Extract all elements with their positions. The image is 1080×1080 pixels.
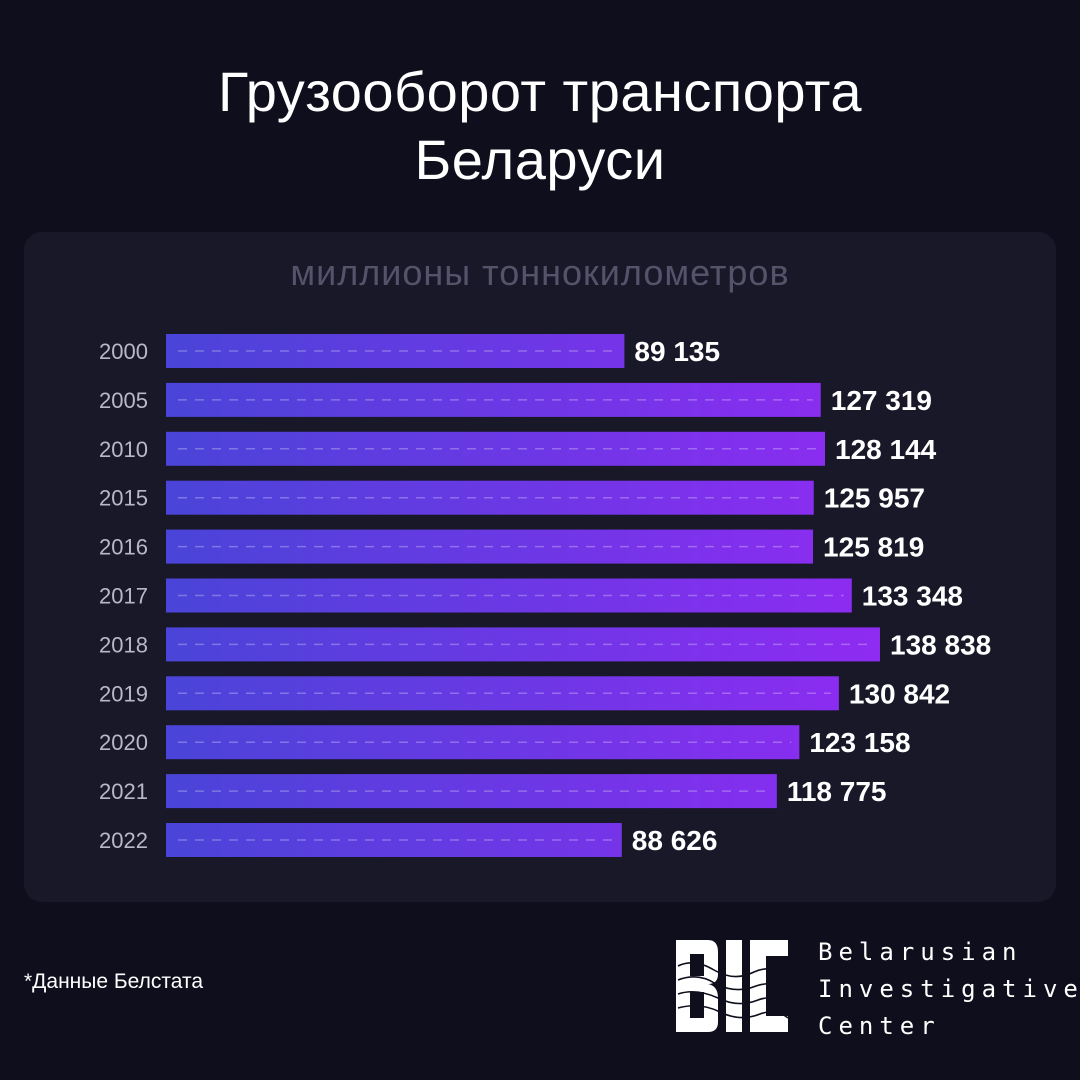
year-label-2019: 2019 xyxy=(99,681,148,706)
title-line-2: Беларуси xyxy=(414,128,666,191)
source-footnote: *Данные Белстата xyxy=(24,970,204,993)
value-label-2016: 125 819 xyxy=(823,532,924,563)
bar-2016 xyxy=(166,529,814,564)
value-label-2019: 130 842 xyxy=(849,678,950,709)
value-label-2000: 89 135 xyxy=(634,336,720,367)
unit-label: миллионы тоннокилометров xyxy=(290,252,790,293)
value-label-2015: 125 957 xyxy=(824,483,925,514)
year-label-2018: 2018 xyxy=(99,632,148,657)
page-title: Грузооборот транспорта Беларуси xyxy=(0,58,1080,194)
bar-2015 xyxy=(166,480,814,515)
year-label-2022: 2022 xyxy=(99,828,148,853)
value-label-2005: 127 319 xyxy=(831,385,932,416)
year-label-2005: 2005 xyxy=(99,388,148,413)
org-line-1: Belarusian xyxy=(818,938,1023,966)
bar-2021 xyxy=(166,774,777,809)
year-label-2015: 2015 xyxy=(99,486,148,511)
org-line-2: Investigative xyxy=(818,975,1080,1003)
bar-2020 xyxy=(166,725,800,760)
bar-2005 xyxy=(166,382,821,417)
bar-2000 xyxy=(166,334,625,368)
bic-logo-icon xyxy=(676,940,789,1032)
value-label-2018: 138 838 xyxy=(890,629,991,660)
value-label-2010: 128 144 xyxy=(835,434,937,465)
bar-2010 xyxy=(166,431,826,466)
year-label-2000: 2000 xyxy=(99,339,148,364)
value-label-2022: 88 626 xyxy=(632,825,718,856)
value-label-2021: 118 775 xyxy=(787,776,887,807)
bar-2019 xyxy=(166,676,839,711)
bar-2018 xyxy=(166,627,880,662)
year-label-2017: 2017 xyxy=(99,584,148,609)
year-label-2010: 2010 xyxy=(99,437,148,462)
bar-2017 xyxy=(166,578,852,613)
bar-2022 xyxy=(166,823,622,857)
org-line-3: Center xyxy=(818,1012,941,1040)
year-label-2021: 2021 xyxy=(99,779,148,804)
value-label-2020: 123 158 xyxy=(809,727,910,758)
org-name: Belarusian Investigative Center xyxy=(818,934,1080,1045)
year-label-2020: 2020 xyxy=(99,730,148,755)
year-label-2016: 2016 xyxy=(99,535,148,560)
title-line-1: Грузооборот транспорта xyxy=(218,60,862,123)
value-label-2017: 133 348 xyxy=(862,581,963,612)
